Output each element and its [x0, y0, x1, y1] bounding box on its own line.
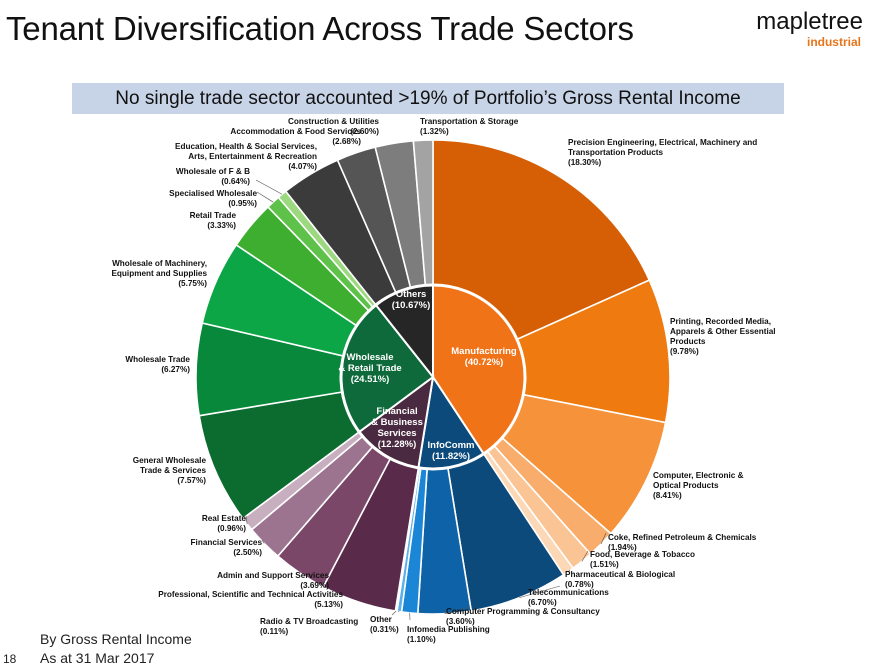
leader-line-7: [519, 585, 561, 599]
inner-ring: [339, 283, 527, 471]
outer-labels: Precision Engineering, Electrical, Machi…: [111, 117, 775, 644]
inner-label-manufacturing: Manufacturing (40.72%): [451, 346, 517, 368]
outer-label-17: Wholesale Trade (6.27%): [125, 355, 190, 374]
leader-line-21: [255, 179, 283, 195]
outer-label-2: Printing, Recorded Media, Apparels & Othe…: [670, 317, 776, 356]
footnote-basis: By Gross Rental Income: [40, 631, 192, 647]
leader-lines: [245, 179, 607, 621]
outer-label-12: Professional, Scientific and Technical A…: [158, 590, 343, 609]
inner-label-wholesale-retail-trade: Wholesale & Retail Trade (24.51%): [338, 352, 401, 385]
inner-label-others: Others (10.67%): [392, 289, 431, 311]
leader-line-5: [581, 550, 589, 562]
inner-label-financial-business-services: Financial & Business Services (12.28%): [371, 406, 423, 450]
leader-line-20: [256, 191, 274, 203]
inner-ring-border: [339, 283, 527, 471]
outer-label-13: Admin and Support Services (3.69%): [217, 571, 329, 590]
logo-wordmark: mapletree: [756, 8, 863, 35]
outer-label-18: Wholesale of Machinery, Equipment and Sup…: [111, 259, 207, 288]
footnote-date: As at 31 Mar 2017: [40, 650, 155, 666]
leader-line-15: [245, 515, 248, 525]
outer-label-25: Transportation & Storage (1.32%): [420, 117, 519, 136]
leader-line-8: [444, 606, 471, 615]
outer-label-23: Accommodation & Food Services (2.68%): [230, 127, 361, 146]
outer-label-24: Construction & Utilities (2.60%): [288, 117, 379, 136]
outer-label-7: Telecommunications (6.70%): [528, 588, 609, 607]
leader-line-14: [261, 539, 265, 544]
page-title: Tenant Diversification Across Trade Sect…: [6, 10, 634, 47]
outer-label-3: Computer, Electronic & Optical Products (8…: [653, 471, 744, 500]
outer-label-16: General Wholesale Trade & Services (7.57%): [133, 456, 207, 485]
leader-line-11: [391, 610, 397, 616]
outer-label-8: Computer Programming & Consultancy (3.60%…: [446, 607, 600, 626]
outer-label-6: Pharmaceutical & Biological (0.78%): [565, 570, 675, 589]
outer-label-5: Food, Beverage & Tobacco (1.51%): [590, 550, 695, 569]
outer-label-15: Real Estate (0.96%): [202, 514, 247, 533]
outer-label-20: Specialised Wholesale (0.95%): [169, 189, 257, 208]
company-logo: mapletree industrial: [733, 8, 863, 49]
leader-line-6: [568, 569, 571, 572]
outer-label-11: Radio & TV Broadcasting (0.11%): [260, 617, 358, 636]
summary-banner: No single trade sector accounted >19% of…: [72, 83, 784, 114]
page-number: 18: [3, 652, 17, 666]
outer-label-19: Retail Trade (3.33%): [190, 211, 237, 230]
logo-subtitle: industrial: [806, 35, 861, 49]
leader-line-4: [600, 532, 607, 545]
outer-label-9: Infomedia Publishing (1.10%): [407, 625, 490, 644]
outer-label-21: Wholesale of F & B (0.64%): [176, 167, 250, 186]
outer-label-14: Financial Services (2.50%): [191, 538, 263, 557]
outer-label-1: Precision Engineering, Electrical, Machi…: [568, 138, 757, 167]
outer-label-22: Education, Health & Social Services, Arts…: [175, 142, 317, 171]
outer-label-10: Other (0.31%): [370, 615, 399, 634]
outer-label-4: Coke, Refined Petroleum & Chemicals (1.94…: [608, 533, 757, 552]
inner-labels: Manufacturing (40.72%) InfoComm (11.82%)Fin…: [338, 289, 517, 462]
inner-label-infocomm: InfoComm (11.82%): [428, 440, 475, 462]
